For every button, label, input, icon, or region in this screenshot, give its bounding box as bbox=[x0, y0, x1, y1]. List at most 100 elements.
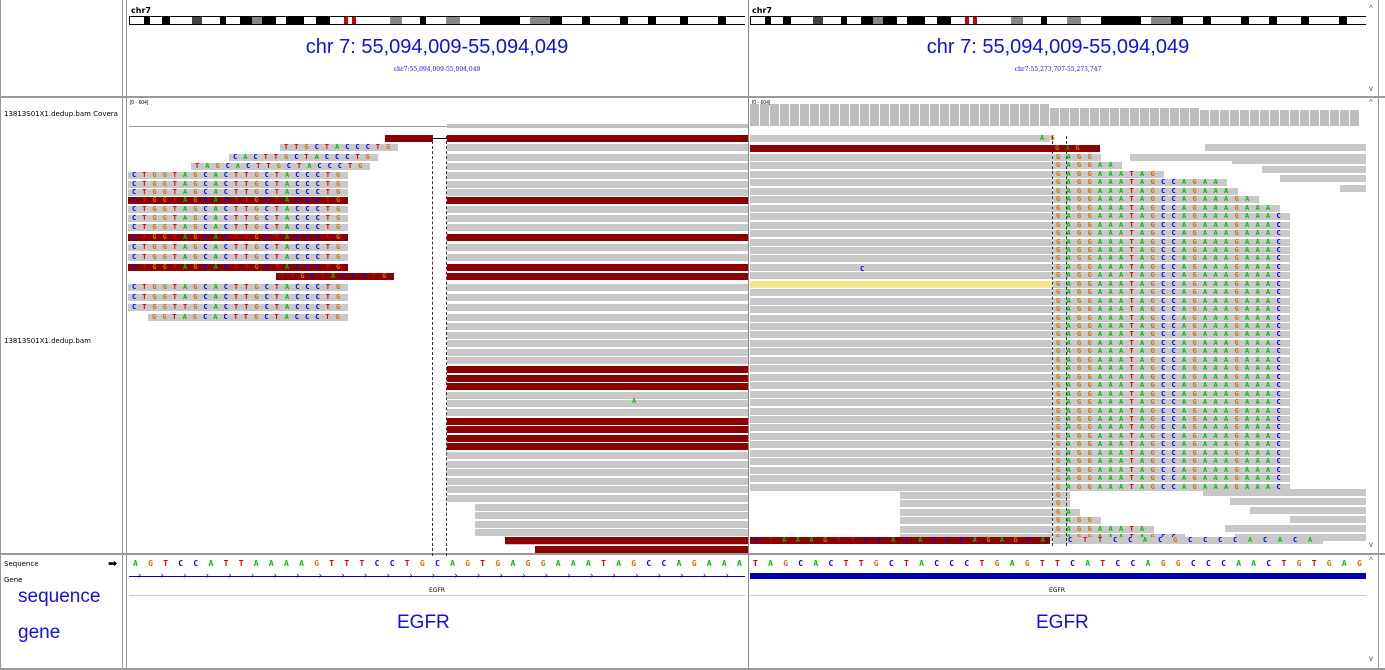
read-base: C bbox=[1161, 262, 1166, 271]
coverage-bar-left bbox=[447, 124, 748, 128]
read-segment bbox=[1053, 517, 1101, 525]
read-base: A bbox=[1066, 507, 1071, 516]
read-base: T bbox=[1129, 347, 1134, 356]
read-base: A bbox=[1119, 406, 1124, 415]
read-base: G bbox=[1087, 186, 1092, 195]
read-base: C bbox=[1233, 536, 1238, 544]
read-base: A bbox=[918, 536, 923, 544]
read-segment bbox=[447, 391, 748, 399]
read-base: C bbox=[1263, 536, 1268, 544]
alignment-scroll-up-icon[interactable]: ^ bbox=[1369, 98, 1373, 107]
read-base: A bbox=[1266, 279, 1271, 288]
read-base: A bbox=[1119, 474, 1124, 483]
read-base: A bbox=[1213, 178, 1218, 187]
read-base: T bbox=[274, 283, 280, 291]
read-base: A bbox=[1255, 271, 1260, 280]
read-base: A bbox=[1140, 220, 1145, 229]
read-base: A bbox=[1066, 423, 1071, 432]
read-base: T bbox=[142, 233, 147, 241]
arrow-right-icon[interactable]: ➡ bbox=[108, 558, 118, 570]
chr-label-left: chr7 bbox=[131, 6, 151, 15]
read-base: A bbox=[213, 283, 218, 291]
read-base: A bbox=[1213, 457, 1218, 466]
read-base: T bbox=[1129, 296, 1134, 305]
read-base: A bbox=[1182, 482, 1187, 491]
read-base: G bbox=[1077, 381, 1082, 390]
read-segment bbox=[128, 264, 349, 271]
read-base: A bbox=[1066, 212, 1071, 221]
ideogram-band bbox=[1309, 17, 1339, 24]
read-base: T bbox=[325, 243, 331, 251]
read-base: T bbox=[1129, 364, 1134, 373]
read-base: A bbox=[183, 243, 188, 251]
gene-scroll-down-icon[interactable]: v bbox=[1369, 654, 1373, 663]
read-base: G bbox=[382, 272, 387, 280]
read-base: A bbox=[1224, 364, 1229, 373]
read-base: A bbox=[1213, 448, 1218, 457]
read-base: C bbox=[1027, 536, 1032, 544]
read-base: T bbox=[274, 214, 280, 222]
read-base: A bbox=[1098, 305, 1103, 314]
alignment-track-name[interactable]: 13813S01X1.dedup.bam bbox=[4, 337, 91, 345]
read-base: A bbox=[1245, 212, 1250, 221]
read-base: T bbox=[244, 243, 249, 251]
scroll-up-icon[interactable]: ^ bbox=[1369, 4, 1373, 13]
sequence-track-name[interactable]: Sequence bbox=[4, 560, 39, 568]
read-base: C bbox=[1276, 372, 1281, 381]
read-base: C bbox=[1161, 186, 1166, 195]
read-base: A bbox=[1119, 212, 1124, 221]
read-segment bbox=[447, 189, 748, 196]
ideogram-band bbox=[907, 17, 925, 24]
ideogram-band bbox=[1101, 17, 1141, 24]
read-base: A bbox=[1213, 406, 1218, 415]
strand-arrow-icon: › bbox=[725, 570, 729, 580]
read-base: G bbox=[1192, 288, 1197, 297]
alignment-scroll-down-icon[interactable]: v bbox=[1369, 540, 1373, 549]
gene-name-left: EGFR bbox=[429, 587, 446, 594]
read-base: G bbox=[1077, 364, 1082, 373]
read-base: A bbox=[1224, 474, 1229, 483]
read-base: G bbox=[1234, 406, 1239, 415]
read-base: C bbox=[1171, 448, 1176, 457]
read-segment bbox=[128, 254, 349, 261]
read-base: T bbox=[142, 303, 147, 311]
read-base: C bbox=[223, 171, 229, 179]
read-base: G bbox=[1234, 414, 1239, 423]
read-base: T bbox=[234, 253, 239, 261]
read-base: T bbox=[1129, 169, 1134, 178]
read-base: A bbox=[1213, 229, 1218, 238]
sequence-base: T bbox=[753, 559, 758, 568]
ideogram-band bbox=[252, 17, 262, 24]
read-base: A bbox=[1066, 338, 1071, 347]
sequence-base: A bbox=[133, 559, 138, 568]
read-base: T bbox=[1129, 203, 1134, 212]
coverage-bar bbox=[790, 104, 799, 126]
read-base: A bbox=[1098, 161, 1103, 170]
read-base: A bbox=[1066, 161, 1071, 170]
read-base: G bbox=[254, 188, 259, 196]
read-base: T bbox=[375, 143, 381, 151]
read-base: C bbox=[1276, 279, 1281, 288]
read-base: A bbox=[1066, 322, 1071, 330]
read-base: C bbox=[132, 233, 137, 241]
gene-scroll-up-icon[interactable]: ^ bbox=[1369, 556, 1373, 565]
read-base: C bbox=[1171, 355, 1176, 364]
chromosome-ideogram-left[interactable] bbox=[129, 16, 746, 25]
read-base: A bbox=[1140, 338, 1145, 347]
read-base: T bbox=[263, 153, 268, 161]
strand-arrow-icon: › bbox=[341, 570, 345, 580]
read-base: A bbox=[1182, 389, 1187, 398]
gene-track-name[interactable]: Gene bbox=[4, 576, 23, 584]
read-base: C bbox=[1276, 305, 1281, 314]
read-base: A bbox=[782, 536, 787, 544]
read-base: G bbox=[823, 536, 828, 544]
read-base: G bbox=[1192, 355, 1197, 364]
read-base: G bbox=[1087, 262, 1092, 271]
gene-feature-right[interactable] bbox=[750, 573, 1366, 579]
read-base: T bbox=[325, 313, 330, 321]
scroll-down-icon[interactable]: v bbox=[1369, 84, 1373, 93]
read-segment bbox=[505, 537, 748, 544]
coverage-track-name[interactable]: 13813S01X1.dedup.bam Covera bbox=[4, 110, 118, 118]
read-base: G bbox=[162, 283, 167, 291]
chromosome-ideogram-right[interactable] bbox=[750, 16, 1367, 25]
